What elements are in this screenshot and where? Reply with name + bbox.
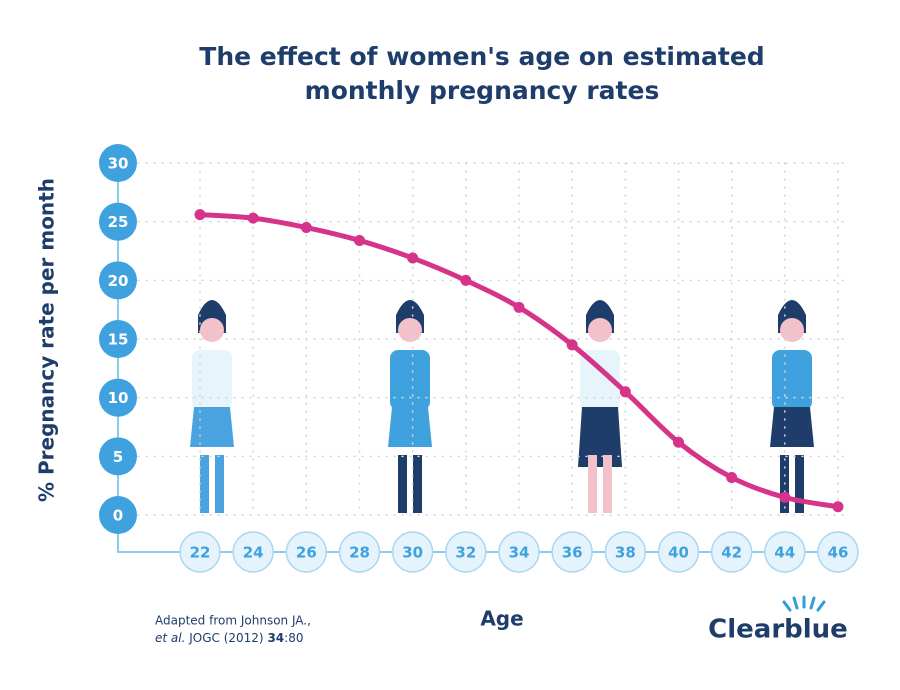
x-tick-marker	[391, 531, 434, 573]
x-tick-marker	[604, 531, 647, 573]
chart-title: monthly pregnancy rates	[305, 76, 660, 105]
x-tick-marker	[657, 531, 700, 573]
x-tick-label: 32	[455, 544, 476, 562]
brand-logo-rays	[782, 595, 826, 612]
data-point	[460, 274, 472, 286]
x-tick-label: 22	[190, 544, 211, 562]
data-point	[673, 436, 684, 448]
data-point	[354, 234, 365, 246]
figure-top	[580, 350, 620, 410]
data-point	[832, 501, 844, 513]
chart-title: The effect of women's age on estimated	[199, 42, 764, 71]
y-tick-marker	[99, 320, 137, 358]
data-point	[513, 301, 525, 313]
source-bold: 34	[267, 631, 284, 645]
y-tick-label: 0	[113, 507, 123, 525]
x-tick-label: 34	[509, 544, 530, 562]
x-tick-label: 36	[562, 544, 583, 562]
y-tick-marker	[99, 202, 137, 241]
y-tick-marker	[99, 378, 137, 417]
source-pages: :80	[284, 631, 303, 645]
x-tick-marker	[232, 531, 274, 573]
x-tick-label: 38	[615, 544, 636, 562]
x-tick-marker	[764, 531, 806, 573]
figure-leg	[413, 455, 422, 513]
source-journal: JOGC (2012)	[188, 631, 263, 645]
figure-bottom	[190, 407, 234, 447]
figure-top	[390, 350, 430, 410]
x-axis-label: Age	[480, 607, 523, 631]
figure-top	[772, 350, 812, 410]
data-point	[619, 386, 631, 398]
x-tick-marker	[817, 531, 859, 573]
x-tick-marker	[338, 531, 381, 573]
data-point	[726, 471, 738, 483]
x-tick-label: 44	[774, 544, 795, 562]
x-tick-label: 42	[721, 544, 742, 562]
y-tick-label: 10	[108, 389, 129, 407]
x-tick-label: 46	[828, 544, 849, 562]
figure-bottom	[770, 407, 814, 447]
figure-leg	[795, 455, 804, 513]
data-point	[194, 209, 206, 221]
data-point	[407, 252, 419, 264]
x-tick-marker	[285, 531, 328, 573]
y-tick-label: 15	[108, 331, 129, 349]
figure-bottom	[578, 407, 622, 467]
x-tick-marker	[498, 531, 540, 573]
data-point	[566, 339, 578, 351]
y-tick-marker	[99, 261, 137, 300]
y-tick-label: 30	[108, 155, 129, 173]
figure-leg	[588, 455, 597, 513]
x-tick-marker	[445, 531, 487, 573]
y-tick-label: 25	[108, 213, 129, 231]
y-tick-marker	[99, 144, 137, 182]
figure-head	[588, 318, 612, 342]
y-tick-label: 5	[113, 448, 123, 466]
x-tick-label: 28	[349, 544, 370, 562]
y-tick-label: 20	[108, 272, 129, 290]
figure-leg	[398, 455, 407, 513]
y-tick-marker	[99, 437, 137, 476]
x-tick-marker	[179, 531, 221, 573]
figure-head	[398, 318, 422, 342]
data-point	[247, 212, 259, 224]
figure-head	[200, 318, 224, 342]
data-point	[779, 491, 791, 503]
source-italic: et al.	[155, 631, 185, 645]
data-point	[300, 222, 312, 234]
source-note: Adapted from Johnson JA.,	[155, 614, 311, 628]
y-axis-label: % Pregnancy rate per month	[35, 178, 59, 502]
illustrations	[190, 300, 814, 513]
figure-head	[780, 318, 804, 342]
figure-top	[192, 350, 232, 410]
figure-leg	[215, 455, 224, 513]
x-tick-marker	[710, 531, 753, 573]
figure-leg	[603, 455, 612, 513]
source-note: et al. JOGC (2012) 34:80	[155, 631, 303, 645]
x-tick-label: 24	[243, 544, 264, 562]
x-tick-label: 26	[296, 544, 317, 562]
figure-bottom	[388, 407, 432, 447]
x-tick-marker	[551, 531, 593, 573]
brand-name: Clearblue	[708, 615, 848, 645]
y-tick-marker	[99, 496, 137, 534]
x-tick-label: 30	[402, 544, 423, 562]
figure-leg	[200, 455, 209, 513]
x-tick-label: 40	[668, 544, 689, 562]
